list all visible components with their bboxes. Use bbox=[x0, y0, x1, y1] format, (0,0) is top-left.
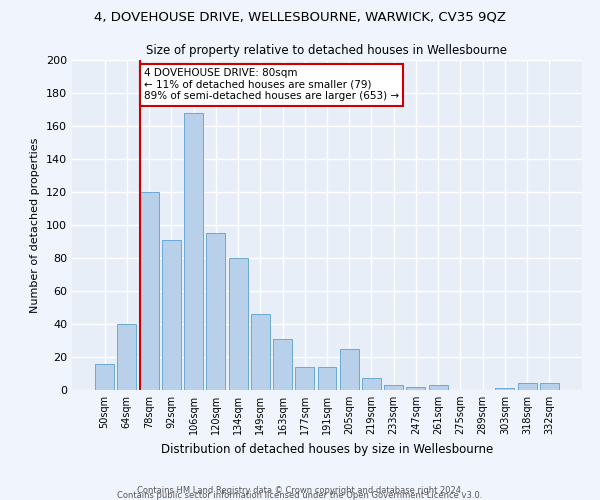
Text: 4 DOVEHOUSE DRIVE: 80sqm
← 11% of detached houses are smaller (79)
89% of semi-d: 4 DOVEHOUSE DRIVE: 80sqm ← 11% of detach… bbox=[144, 68, 399, 102]
Bar bbox=[317, 367, 337, 390]
Bar bbox=[162, 240, 181, 390]
X-axis label: Distribution of detached houses by size in Wellesbourne: Distribution of detached houses by size … bbox=[161, 442, 493, 456]
Bar bbox=[118, 324, 136, 390]
Bar bbox=[295, 367, 314, 390]
Bar bbox=[206, 233, 225, 390]
Text: Contains public sector information licensed under the Open Government Licence v3: Contains public sector information licen… bbox=[118, 491, 482, 500]
Text: 4, DOVEHOUSE DRIVE, WELLESBOURNE, WARWICK, CV35 9QZ: 4, DOVEHOUSE DRIVE, WELLESBOURNE, WARWIC… bbox=[94, 10, 506, 23]
Bar bbox=[384, 385, 403, 390]
Bar bbox=[251, 314, 270, 390]
Bar bbox=[229, 258, 248, 390]
Bar bbox=[406, 386, 425, 390]
Bar bbox=[540, 384, 559, 390]
Bar bbox=[429, 385, 448, 390]
Bar bbox=[496, 388, 514, 390]
Bar bbox=[95, 364, 114, 390]
Title: Size of property relative to detached houses in Wellesbourne: Size of property relative to detached ho… bbox=[146, 44, 508, 58]
Y-axis label: Number of detached properties: Number of detached properties bbox=[31, 138, 40, 312]
Bar bbox=[184, 113, 203, 390]
Bar bbox=[362, 378, 381, 390]
Bar bbox=[273, 339, 292, 390]
Bar bbox=[340, 349, 359, 390]
Text: Contains HM Land Registry data © Crown copyright and database right 2024.: Contains HM Land Registry data © Crown c… bbox=[137, 486, 463, 495]
Bar bbox=[518, 384, 536, 390]
Bar bbox=[140, 192, 158, 390]
